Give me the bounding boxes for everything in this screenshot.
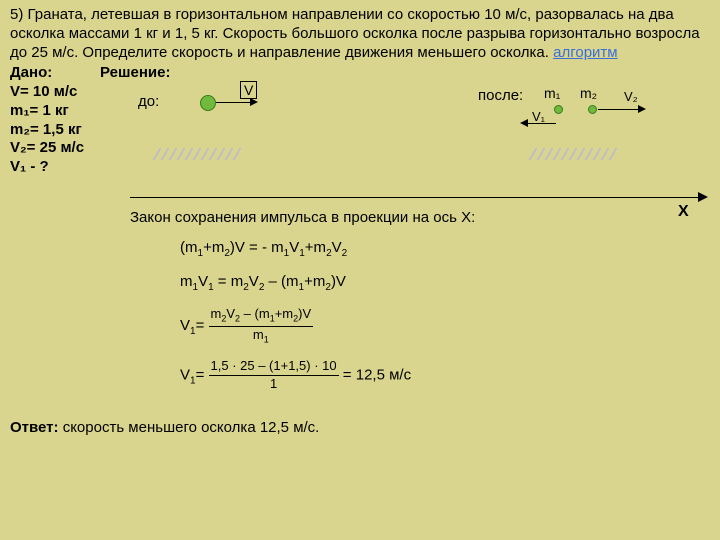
t: )V = - m	[230, 239, 284, 256]
v-arrow	[216, 102, 252, 103]
problem-text: 5) Граната, летевшая в горизонтальном на…	[10, 6, 710, 62]
t: 1,5 · 25 – (1+1,5) · 10	[209, 358, 339, 376]
eq3: V1= m2V2 – (m1+m2)V m1	[180, 306, 710, 346]
m1-label: m₁	[544, 85, 560, 101]
x-axis	[130, 197, 700, 198]
solution-title: Решение:	[100, 64, 710, 81]
t: – (m	[240, 306, 270, 321]
t: m	[211, 306, 222, 321]
t: +m	[305, 239, 326, 256]
grenade-icon	[200, 95, 216, 111]
t: )V	[298, 306, 311, 321]
t: V	[180, 366, 190, 383]
t: )V	[331, 273, 346, 290]
t: =	[196, 366, 205, 383]
m2-label: m₂	[580, 85, 597, 101]
algorithm-link[interactable]: алгоритм	[553, 44, 617, 61]
v2-arrow-head	[638, 105, 646, 113]
given-line: m₂= 1,5 кг	[10, 121, 100, 140]
x-axis-head	[698, 192, 708, 202]
answer-label: Ответ:	[10, 419, 59, 436]
t: =	[196, 317, 205, 334]
v-label: V	[240, 81, 257, 99]
fraction2: 1,5 · 25 – (1+1,5) · 10 1	[209, 358, 339, 393]
t: (m	[180, 239, 198, 256]
v2-arrow	[598, 109, 640, 110]
solution-block: Решение: до: V после: m₁ m₂ V₁	[100, 64, 710, 404]
t: = 12,5 м/с	[343, 366, 411, 383]
t: – (m	[264, 273, 298, 290]
given-block: Дано: V= 10 м/с m₁= 1 кг m₂= 1,5 кг V₂= …	[10, 64, 100, 177]
t: V	[249, 273, 259, 290]
eq4: V 1= 1,5 · 25 – (1+1,5) · 10 1 = 12,5 м/с	[180, 358, 710, 393]
t: = m	[214, 273, 244, 290]
after-label: после:	[478, 87, 523, 104]
t: V	[198, 273, 208, 290]
ground-hatch-left	[156, 147, 244, 161]
ground-hatch-right	[532, 147, 620, 161]
fraction1: m2V2 – (m1+m2)V m1	[209, 306, 314, 346]
fragment2-icon	[588, 105, 597, 114]
v1-arrow-head	[520, 119, 528, 127]
answer-text: скорость меньшего осколка 12,5 м/с.	[59, 419, 320, 436]
t: 1	[209, 376, 339, 393]
given-title: Дано:	[10, 64, 100, 83]
v1-label: V₁	[532, 109, 545, 124]
answer: Ответ: скорость меньшего осколка 12,5 м/…	[10, 419, 710, 436]
given-line: V= 10 м/с	[10, 83, 100, 102]
equations: (m1+m2)V = - m1V1+m2V2 m1V1 = m2V2 – (m1…	[180, 238, 710, 392]
given-line: V₂= 25 м/с	[10, 139, 100, 158]
t: V	[289, 239, 299, 256]
t: V	[180, 317, 190, 334]
t: +m	[275, 306, 293, 321]
eq2: m1V1 = m2V2 – (m1+m2)V	[180, 272, 710, 294]
given-line: V₁ - ?	[10, 158, 100, 177]
fragment1-icon	[554, 105, 563, 114]
eq1: (m1+m2)V = - m1V1+m2V2	[180, 238, 710, 260]
t: V	[226, 306, 235, 321]
t: m	[180, 273, 193, 290]
v2-label: V₂	[624, 89, 638, 104]
t: +m	[203, 239, 224, 256]
diagram: до: V после: m₁ m₂ V₁ V₂	[100, 85, 710, 235]
given-line: m₁= 1 кг	[10, 102, 100, 121]
t: m	[253, 327, 264, 342]
x-axis-label: X	[678, 203, 689, 221]
t: V	[332, 239, 342, 256]
before-label: до:	[138, 93, 159, 110]
t: +m	[304, 273, 325, 290]
v-arrow-head	[250, 98, 258, 106]
